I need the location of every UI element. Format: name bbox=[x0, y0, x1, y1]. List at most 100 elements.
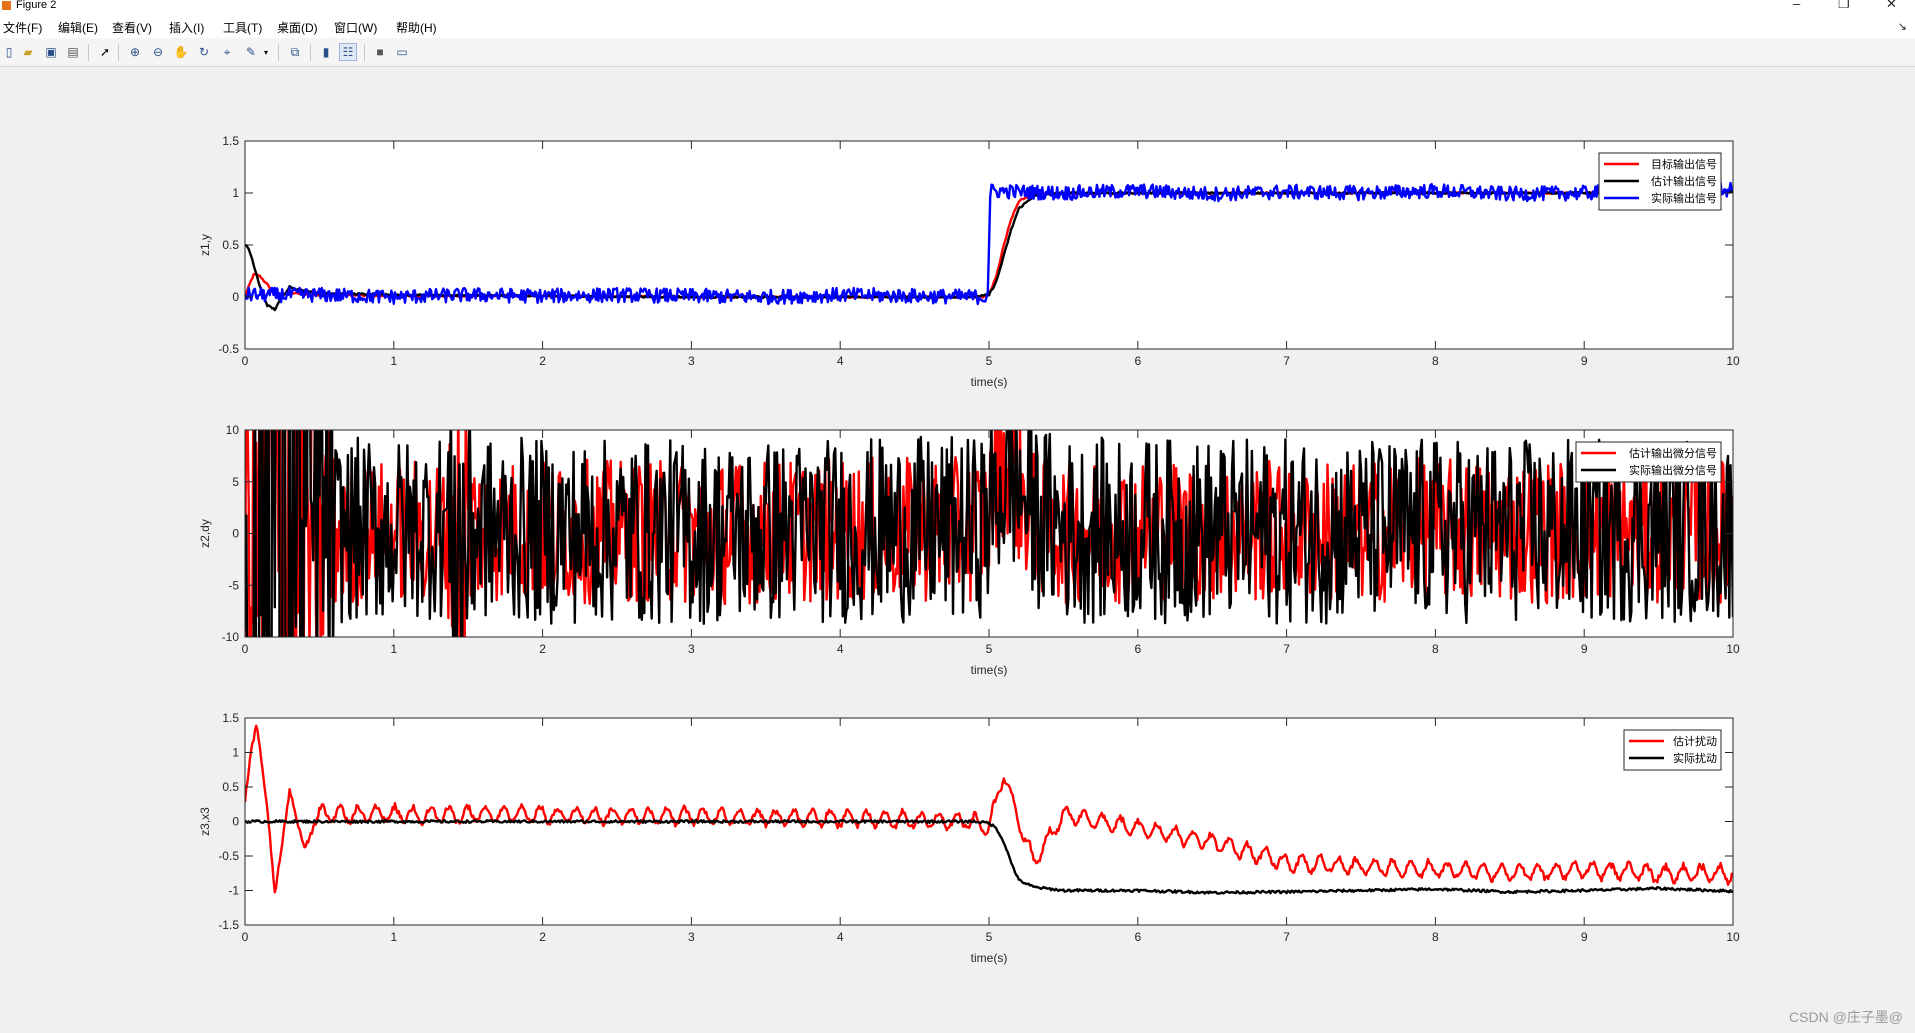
x-tick-label: 10 bbox=[1726, 354, 1740, 368]
y-axis-label: z2,dy bbox=[198, 519, 212, 548]
menu-desktop[interactable]: 桌面(D) bbox=[277, 21, 318, 35]
x-axis-label: time(s) bbox=[971, 951, 1008, 965]
series-line-2 bbox=[245, 430, 1733, 637]
x-tick-label: 8 bbox=[1432, 930, 1439, 944]
x-tick-label: 10 bbox=[1726, 642, 1740, 656]
y-tick-label: -5 bbox=[228, 578, 239, 592]
data-cursor-icon[interactable]: ⌖ bbox=[223, 44, 231, 59]
legend-box bbox=[1623, 729, 1722, 771]
y-tick-label: -1.5 bbox=[218, 918, 239, 932]
menu-bar: 文件(F) 编辑(E) 查看(V) 插入(I) 工具(T) 桌面(D) 窗口(W… bbox=[0, 14, 1915, 38]
menu-insert[interactable]: 插入(I) bbox=[169, 21, 205, 35]
y-tick-label: 1.5 bbox=[222, 711, 239, 725]
legend-entry: 估计扰动 bbox=[1673, 734, 1717, 748]
x-tick-label: 9 bbox=[1581, 642, 1588, 656]
x-tick-label: 5 bbox=[986, 642, 993, 656]
x-axis-label: time(s) bbox=[971, 375, 1008, 389]
x-tick-label: 2 bbox=[539, 642, 546, 656]
subplot-2: 0 1 2 3 4 5 6 7 8 9 10 -10 -5 0 5 10 time(s) z2,dy 估计输出微分信… bbox=[198, 423, 1740, 677]
legend-entry: 实际输出信号 bbox=[1651, 191, 1717, 205]
figure-canvas: 0 1 2 3 4 5 6 7 8 9 10-0.500.511.5time(s)z1,y目标输出信… bbox=[198, 134, 1740, 965]
subplot-3: 0 1 2 3 4 5 6 7 8 9 10 -1.5 -1 -0.5 0 0.5 1 1.5 time(s) z3,… bbox=[198, 711, 1740, 965]
menu-window[interactable]: 窗口(W) bbox=[334, 21, 378, 35]
x-tick-label: 5 bbox=[986, 354, 993, 368]
y-tick-label: 1 bbox=[232, 186, 239, 200]
x-tick-label: 6 bbox=[1134, 930, 1141, 944]
x-tick-label: 1 bbox=[390, 930, 397, 944]
x-tick-label: 3 bbox=[688, 930, 695, 944]
zoom-out-icon[interactable]: ⊖ bbox=[152, 45, 164, 59]
restore-icon[interactable]: ❐ bbox=[1838, 0, 1850, 11]
y-tick-label: 1 bbox=[232, 746, 239, 760]
x-tick-label: 4 bbox=[837, 930, 844, 944]
rotate-3d-icon[interactable]: ↻ bbox=[198, 45, 210, 59]
open-file-icon[interactable]: ▰ bbox=[23, 45, 33, 59]
menu-tools[interactable]: 工具(T) bbox=[223, 21, 263, 35]
x-axis-label: time(s) bbox=[971, 663, 1008, 677]
legend-entry: 估计输出微分信号 bbox=[1629, 446, 1717, 460]
dock-arrow-icon[interactable]: ↘ bbox=[1897, 21, 1907, 33]
link-plot-icon[interactable]: ⧉ bbox=[290, 44, 300, 59]
x-tick-label: 2 bbox=[539, 930, 546, 944]
colorbar-icon[interactable]: ▮ bbox=[322, 45, 330, 59]
y-tick-label: -1 bbox=[228, 884, 239, 898]
legend-entry: 目标输出信号 bbox=[1651, 157, 1717, 171]
y-tick-label: -0.5 bbox=[218, 849, 239, 863]
toolbar-separator bbox=[118, 44, 119, 61]
x-tick-label: 6 bbox=[1134, 354, 1141, 368]
series-line-3 bbox=[245, 181, 1733, 306]
window-title: Figure 2 bbox=[16, 0, 57, 11]
x-tick-label: 4 bbox=[837, 642, 844, 656]
pan-hand-icon[interactable]: ✋ bbox=[173, 45, 189, 59]
x-tick-label: 0 bbox=[242, 930, 249, 944]
title-bar: Figure 2 – ❐ ✕ bbox=[0, 0, 1915, 14]
y-axis-label: z3,x3 bbox=[198, 807, 212, 836]
menu-view[interactable]: 查看(V) bbox=[112, 21, 152, 35]
x-tick-label: 4 bbox=[837, 354, 844, 368]
toolbar-separator bbox=[364, 44, 365, 61]
y-tick-label: 0 bbox=[232, 527, 239, 541]
brush-dropdown-icon[interactable]: ▾ bbox=[263, 47, 268, 57]
x-tick-label: 0 bbox=[242, 354, 249, 368]
legend-entry: 估计输出信号 bbox=[1651, 174, 1717, 188]
y-axis-label: z1,y bbox=[198, 234, 212, 256]
new-figure-icon[interactable]: ▯ bbox=[5, 45, 13, 59]
zoom-in-icon[interactable]: ⊕ bbox=[129, 45, 141, 59]
brush-icon[interactable]: ✎ bbox=[245, 45, 257, 59]
x-tick-label: 1 bbox=[390, 354, 397, 368]
toolbar-separator bbox=[278, 44, 279, 61]
toolbar-separator bbox=[310, 44, 311, 61]
legend-entry: 实际扰动 bbox=[1673, 751, 1717, 765]
y-tick-label: 5 bbox=[232, 475, 239, 489]
y-tick-label: 1.5 bbox=[222, 134, 239, 148]
x-tick-label: 3 bbox=[688, 642, 695, 656]
close-icon[interactable]: ✕ bbox=[1886, 0, 1897, 11]
watermark: CSDN @庄子墨@ bbox=[1789, 1009, 1903, 1025]
save-icon[interactable]: ▣ bbox=[45, 45, 57, 59]
toolbar-separator bbox=[88, 44, 89, 61]
matlab-figure-icon bbox=[2, 1, 11, 10]
x-tick-label: 9 bbox=[1581, 354, 1588, 368]
y-tick-label: 0 bbox=[232, 290, 239, 304]
show-plot-tools-icon[interactable]: ▭ bbox=[396, 45, 408, 59]
subplot-1: 0 1 2 3 4 5 6 7 8 9 10-0.500.511.5time(s)z1,y目标输出信… bbox=[198, 134, 1740, 389]
legend-icon[interactable]: ☷ bbox=[339, 43, 357, 61]
menu-file[interactable]: 文件(F) bbox=[3, 21, 43, 35]
menu-edit[interactable]: 编辑(E) bbox=[58, 21, 98, 35]
x-tick-label: 5 bbox=[986, 930, 993, 944]
y-tick-label: 0 bbox=[232, 815, 239, 829]
menu-help[interactable]: 帮助(H) bbox=[396, 21, 437, 35]
minimize-icon[interactable]: – bbox=[1793, 0, 1801, 11]
y-tick-label: 10 bbox=[226, 423, 240, 437]
x-tick-label: 7 bbox=[1283, 930, 1290, 944]
select-arrow-icon[interactable]: ➚ bbox=[99, 45, 111, 59]
print-icon[interactable]: ▤ bbox=[67, 45, 79, 59]
x-tick-label: 3 bbox=[688, 354, 695, 368]
series-line-2 bbox=[245, 819, 1733, 895]
hide-plot-tools-icon[interactable]: ■ bbox=[376, 45, 384, 59]
x-tick-label: 1 bbox=[390, 642, 397, 656]
y-tick-label: -10 bbox=[222, 630, 240, 644]
